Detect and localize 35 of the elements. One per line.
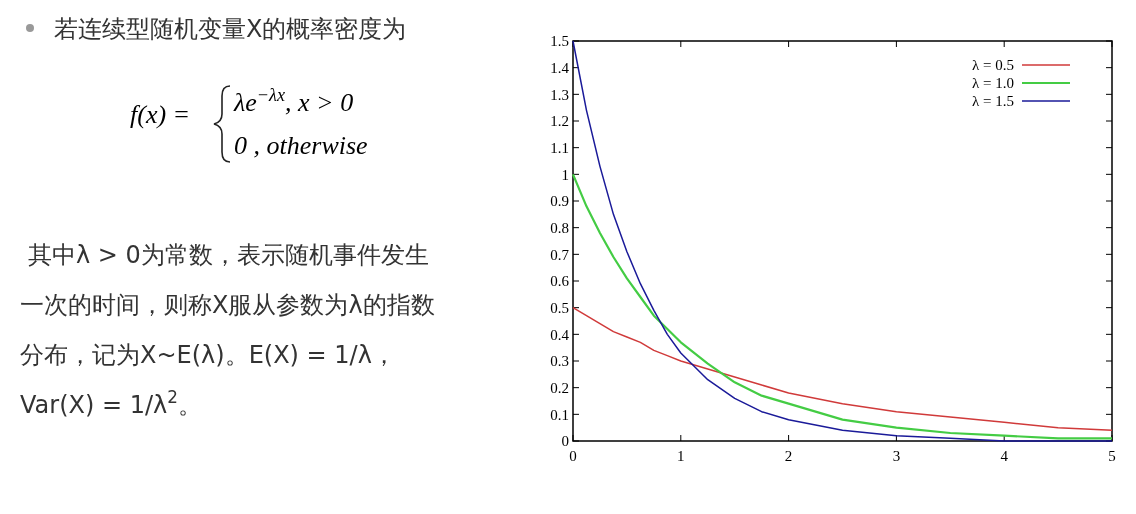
y-tick-label: 0.1 (550, 406, 569, 423)
x-tick-label: 2 (784, 448, 793, 464)
legend-label: λ = 1.5 (972, 93, 1014, 110)
y-tick-label: 1.1 (550, 139, 569, 156)
legend-label: λ = 1.0 (972, 75, 1014, 92)
y-tick-label: 0.2 (550, 379, 569, 396)
y-tick-label: 1 (561, 166, 569, 183)
text: 若连续型随机变量X的概率密度为 (54, 15, 407, 43)
y-tick-label: 0.7 (550, 246, 570, 263)
x-tick-label: 3 (892, 448, 901, 464)
y-tick-label: 1.2 (550, 113, 569, 130)
line-series (572, 306, 1113, 432)
text: 其中λ > 0为常数，表示随机事件发生 (28, 241, 429, 269)
text: 分布，记为X~E(λ)。E(X) = 1/λ， (20, 341, 396, 369)
y-tick-label: 1.5 (550, 33, 569, 50)
text: Var(X) = 1/λ$^{2}$。 (20, 387, 202, 419)
text: 0 , otherwise (234, 131, 368, 160)
y-tick-label: 0.3 (550, 353, 569, 370)
text: 一次的时间，则称X服从参数为λ的指数 (20, 291, 435, 319)
y-tick-label: 1.3 (550, 86, 569, 103)
line-series (572, 40, 1113, 442)
y-tick-label: 0.4 (550, 326, 570, 343)
line-series (571, 173, 1114, 440)
y-tick-label: 0.8 (550, 219, 569, 236)
legend-label: λ = 0.5 (972, 57, 1014, 74)
y-tick-label: 0 (561, 433, 569, 450)
y-tick-label: 1.4 (550, 59, 570, 76)
y-tick-label: 0.9 (550, 193, 569, 210)
text: λe$^{−λx}$, x > 0 (233, 85, 354, 117)
x-tick-label: 4 (1000, 448, 1009, 464)
x-tick-label: 1 (677, 448, 685, 464)
y-tick-label: 0.5 (550, 299, 569, 316)
y-tick-label: 0.6 (550, 273, 570, 290)
text: f(x) = (130, 100, 191, 129)
x-tick-label: 5 (1108, 448, 1116, 464)
